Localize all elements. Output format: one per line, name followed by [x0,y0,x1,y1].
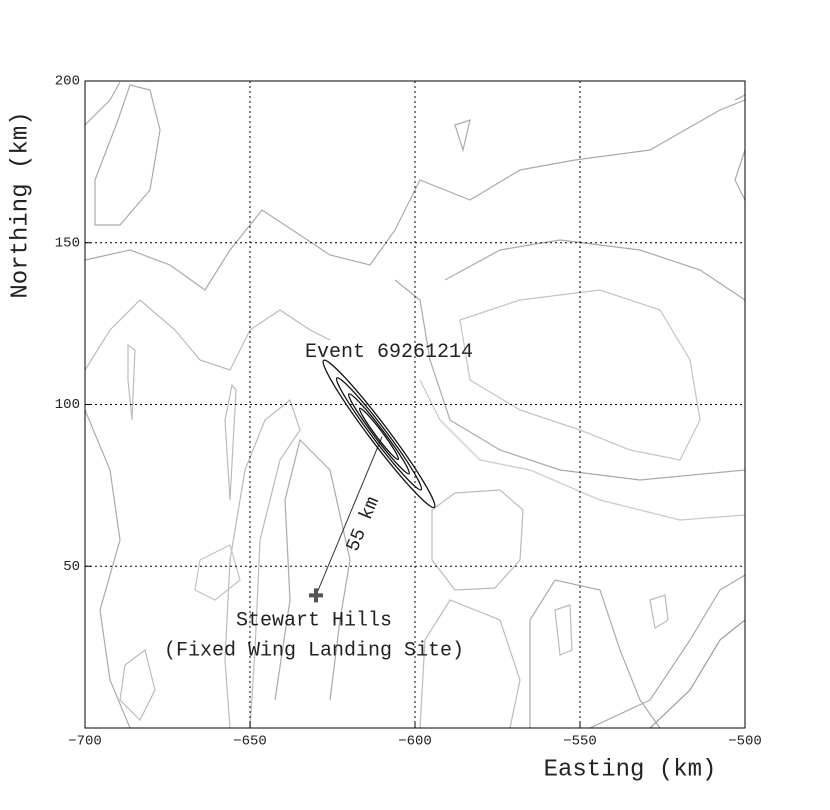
contour [444,239,745,301]
x-tick-label: −600 [398,734,432,750]
distance-line [315,436,383,596]
site-label: Stewart Hills [236,610,392,633]
contour [554,594,669,656]
contour [194,544,241,601]
contour [459,289,701,461]
x-tick-label: −500 [728,734,762,750]
y-tick-label: 100 [55,397,80,413]
contour [119,648,156,722]
contour [394,279,745,481]
contour [419,379,745,521]
contour [419,599,521,728]
contour [85,99,745,291]
x-tick-label: −700 [68,734,102,750]
error-ellipse [358,407,400,461]
y-tick-label: 150 [55,235,80,251]
contour [454,94,745,201]
error-ellipse [335,377,423,491]
x-tick-label: −550 [563,734,597,750]
contour [649,619,745,728]
site-sublabel: (Fixed Wing Landing Site) [164,640,464,663]
site-marker [309,588,323,603]
distance-label: 55 km [342,494,384,555]
contour [85,81,161,226]
contour [589,574,745,728]
contour [224,398,301,728]
event-ellipses [322,359,436,509]
contour [274,438,351,701]
event-label: Event 69261214 [305,341,473,364]
x-axis-label: Easting (km) [544,756,717,783]
y-tick-label: 50 [63,559,80,575]
x-tick-label: −650 [233,734,267,750]
contours [85,81,745,728]
error-ellipse [322,359,436,509]
contour [127,343,237,501]
contour [431,489,524,591]
y-tick-label: 200 [55,74,80,90]
contour [529,579,661,728]
contour [85,299,331,371]
contour [85,409,131,728]
error-ellipse [347,393,411,475]
y-axis-label: Northing (km) [7,111,34,298]
